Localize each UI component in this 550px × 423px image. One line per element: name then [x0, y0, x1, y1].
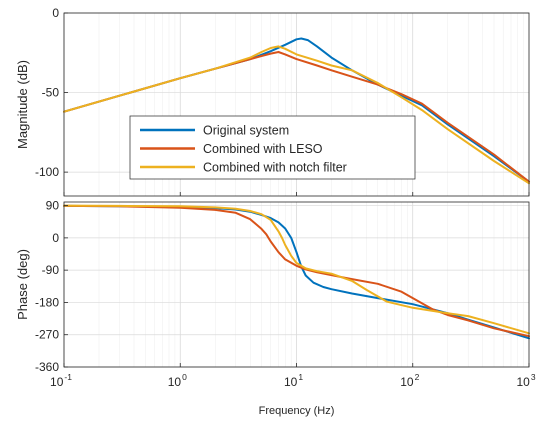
x-axis-label: Frequency (Hz): [259, 405, 335, 417]
phase-y-tick-label: 90: [46, 199, 60, 213]
magnitude-y-axis-label: Magnitude (dB): [15, 60, 30, 149]
phase-y-tick-label: 0: [52, 231, 59, 245]
magnitude-y-tick-label: 0: [52, 6, 59, 20]
legend: Original system Combined with LESO Combine…: [129, 115, 416, 180]
magnitude-y-tick-label: -100: [35, 165, 59, 179]
legend-entry-label: Original system: [203, 124, 289, 138]
magnitude-y-tick-label: -50: [42, 86, 60, 100]
phase-y-tick-label: -360: [35, 360, 59, 374]
legend-items: Original system Combined with LESO Combine…: [140, 124, 347, 175]
magnitude-y-ticks: 0 -50 -100: [35, 6, 68, 179]
x-tick-label: 10-1: [50, 372, 72, 389]
phase-y-tick-label: -270: [35, 328, 59, 342]
legend-entry-label: Combined with LESO: [203, 142, 323, 156]
x-axis-ticks: 10-1 100 101 102 103: [50, 192, 536, 389]
x-tick-label: 101: [284, 372, 303, 389]
legend-entry-label: Combined with notch filter: [203, 161, 347, 175]
magnitude-series-line: [63, 45, 530, 185]
x-tick-label: 103: [516, 372, 535, 389]
phase-y-tick-label: -180: [35, 295, 59, 309]
x-tick-label: 102: [400, 372, 419, 389]
magnitude-lines: [63, 37, 530, 185]
phase-series-line: [63, 204, 530, 335]
phase-y-ticks: 90 0 -90 -180 -270 -360: [35, 199, 68, 374]
x-tick-label: 100: [168, 372, 187, 389]
phase-y-tick-label: -90: [42, 263, 60, 277]
phase-grid: [63, 202, 529, 368]
phase-panel: 90 0 -90 -180 -270 -360 Phase (deg): [15, 199, 530, 374]
phase-y-axis-label: Phase (deg): [15, 249, 30, 320]
phase-lines: [63, 204, 530, 340]
